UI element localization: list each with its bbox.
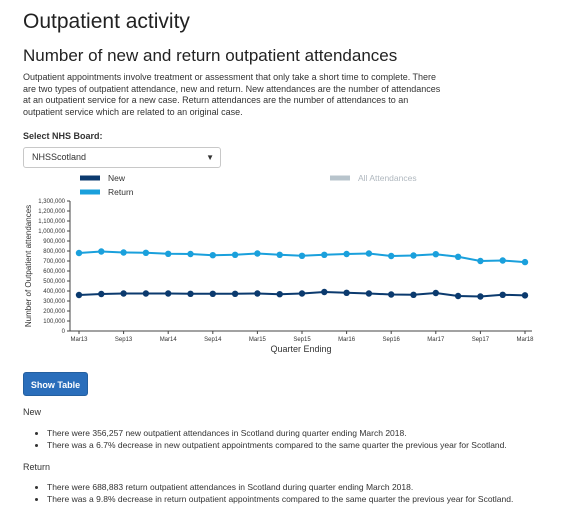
- data-point-return: [187, 250, 194, 258]
- y-tick-label: 900,000: [43, 239, 65, 245]
- x-tick-label: Sep17: [472, 337, 490, 343]
- data-point-return: [410, 252, 417, 259]
- data-point-return: [75, 249, 83, 257]
- data-point-new: [454, 292, 462, 300]
- y-tick-label: 500,000: [43, 279, 65, 285]
- y-tick-label: 1,300,000: [38, 199, 65, 205]
- legend-label-new: New: [108, 173, 126, 183]
- return-summary-list: There were 688,883 return outpatient att…: [33, 482, 513, 505]
- data-point-new: [209, 290, 216, 297]
- chart-section-title: Number of new and return outpatient atte…: [23, 46, 398, 65]
- data-point-new: [165, 290, 172, 297]
- x-tick-label: Mar15: [249, 337, 267, 343]
- legend-swatch-all-attendances: [330, 175, 350, 181]
- data-point-new: [276, 291, 283, 298]
- data-point-new: [298, 290, 306, 297]
- y-tick-label: 0: [62, 329, 66, 335]
- x-axis-label: Quarter Ending: [270, 344, 331, 354]
- data-point-new: [477, 293, 484, 300]
- page-title: Outpatient activity: [23, 10, 190, 33]
- data-point-return: [521, 258, 529, 266]
- data-point-new: [75, 291, 83, 299]
- new-summary-heading: New: [23, 407, 42, 417]
- x-tick-label: Mar18: [516, 337, 534, 343]
- data-point-return: [298, 252, 306, 259]
- data-point-new: [343, 289, 350, 296]
- data-point-new: [365, 290, 373, 297]
- data-point-return: [142, 249, 150, 256]
- data-point-new: [521, 292, 529, 299]
- data-point-new: [231, 290, 239, 297]
- y-tick-label: 1,000,000: [38, 229, 65, 235]
- data-point-return: [432, 251, 439, 258]
- data-point-new: [321, 288, 328, 296]
- data-point-return: [388, 252, 395, 260]
- data-point-return: [98, 248, 105, 255]
- list-item: There were 356,257 new outpatient attend…: [47, 428, 507, 440]
- x-tick-label: Sep13: [115, 337, 133, 343]
- data-point-return: [321, 251, 328, 258]
- data-point-return: [231, 251, 239, 258]
- board-select-label: Select NHS Board:: [23, 131, 103, 141]
- data-point-return: [365, 250, 373, 257]
- x-tick-label: Sep15: [293, 337, 311, 343]
- data-point-return: [165, 250, 172, 257]
- data-point-return: [254, 250, 261, 257]
- y-tick-label: 300,000: [43, 299, 65, 305]
- x-tick-label: Sep16: [383, 337, 401, 343]
- y-tick-label: 600,000: [43, 269, 65, 275]
- data-point-return: [477, 257, 484, 265]
- y-axis-label: Number of Outpatient attendances: [24, 205, 33, 327]
- data-point-new: [98, 290, 105, 298]
- return-summary-heading: Return: [23, 462, 51, 472]
- data-point-return: [499, 257, 506, 264]
- attendances-chart: 0 100,000 200,000 300,000 400,000 500,000 600,…: [24, 173, 534, 354]
- y-tick-label: 1,200,000: [38, 209, 65, 215]
- y-tick-label: 1,100,000: [38, 219, 65, 225]
- data-point-new: [254, 290, 261, 297]
- list-item: There was a 6.7% decrease in new outpati…: [47, 440, 507, 452]
- data-point-return: [120, 249, 127, 256]
- board-select-value: NHSScotland: [32, 152, 87, 162]
- legend-label-return: Return: [108, 187, 134, 197]
- legend-swatch-new: [80, 175, 100, 181]
- board-select[interactable]: NHSScotland ▼: [23, 147, 221, 168]
- x-tick-label: Mar16: [338, 337, 356, 343]
- x-tick-label: Mar17: [427, 337, 445, 343]
- legend-swatch-return: [80, 189, 100, 195]
- data-point-new: [499, 291, 506, 298]
- data-point-return: [209, 252, 216, 259]
- data-point-new: [120, 290, 127, 297]
- x-tick-label: Mar14: [160, 337, 178, 343]
- data-point-return: [343, 250, 350, 258]
- data-point-return: [276, 251, 283, 258]
- legend-label-all-attendances: All Attendances: [358, 173, 417, 183]
- y-tick-label: 400,000: [43, 289, 65, 295]
- list-item: There was a 9.8% decrease in return outp…: [47, 494, 513, 506]
- y-tick-label: 800,000: [43, 249, 65, 255]
- show-table-button[interactable]: Show Table: [23, 372, 88, 396]
- data-point-new: [187, 290, 194, 297]
- data-point-new: [388, 291, 395, 298]
- data-point-new: [432, 289, 439, 297]
- new-summary-list: There were 356,257 new outpatient attend…: [33, 428, 507, 451]
- data-point-new: [410, 291, 417, 298]
- y-tick-label: 200,000: [43, 309, 65, 315]
- data-point-new: [142, 290, 150, 297]
- y-tick-label: 700,000: [43, 259, 65, 265]
- list-item: There were 688,883 return outpatient att…: [47, 482, 513, 494]
- x-tick-label: Sep14: [204, 337, 222, 343]
- x-tick-label: Mar13: [70, 337, 88, 343]
- y-tick-label: 100,000: [43, 319, 65, 325]
- data-point-return: [454, 253, 462, 260]
- chevron-down-icon: ▼: [206, 153, 214, 162]
- intro-text: Outpatient appointments involve treatmen…: [23, 72, 441, 117]
